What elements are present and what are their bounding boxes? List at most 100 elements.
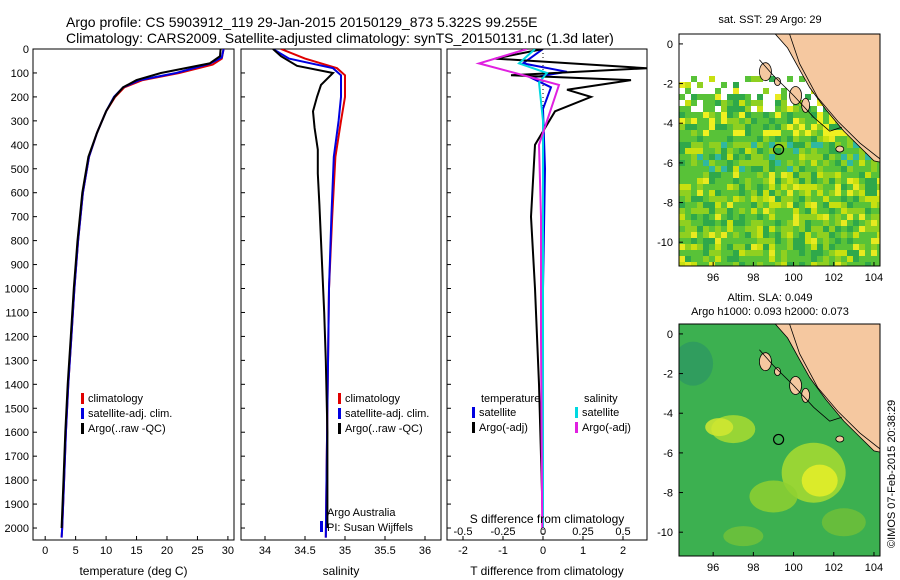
sst-cell bbox=[757, 124, 763, 130]
sst-cell bbox=[703, 160, 709, 166]
temperature-x-tick-label: 10 bbox=[100, 545, 112, 557]
sst-cell bbox=[781, 208, 787, 214]
sst-cell bbox=[679, 118, 685, 124]
sst-cell bbox=[829, 214, 835, 220]
salinity-x-label: salinity bbox=[323, 564, 360, 578]
sst-cell bbox=[721, 160, 727, 166]
sst-cell bbox=[811, 178, 817, 184]
sst-cell bbox=[781, 220, 787, 226]
map-lat-tick-label: 0 bbox=[667, 39, 673, 51]
series-line-temperature-1 bbox=[60, 49, 225, 538]
sst-cell bbox=[865, 238, 871, 244]
sst-cell bbox=[775, 124, 781, 130]
depth-tick-label: 1700 bbox=[5, 451, 29, 463]
sst-cell bbox=[793, 214, 799, 220]
sst-cell bbox=[877, 226, 880, 232]
sst-cell bbox=[799, 178, 805, 184]
sst-cell bbox=[733, 148, 739, 154]
depth-tick-label: 2000 bbox=[5, 523, 29, 535]
sst-cell bbox=[859, 262, 865, 266]
sst-cell bbox=[835, 214, 841, 220]
sst-cell bbox=[781, 94, 787, 100]
sst-cell bbox=[679, 244, 685, 250]
sst-cell bbox=[835, 172, 841, 178]
sst-cell bbox=[745, 106, 751, 112]
series-line-difference-1 bbox=[494, 49, 647, 529]
temperature-x-tick-label: 0 bbox=[42, 545, 48, 557]
sst-cell bbox=[775, 166, 781, 172]
sst-cell bbox=[829, 172, 835, 178]
sst-cell bbox=[775, 196, 781, 202]
sst-cell bbox=[817, 256, 823, 262]
sst-cell bbox=[769, 202, 775, 208]
island bbox=[835, 145, 845, 153]
sst-cell bbox=[805, 118, 811, 124]
sst-cell bbox=[751, 232, 757, 238]
sst-cell bbox=[763, 88, 769, 94]
sst-cell bbox=[679, 148, 685, 154]
sst-cell bbox=[751, 190, 757, 196]
sst-cell bbox=[685, 214, 691, 220]
sst-cell bbox=[853, 190, 859, 196]
sst-cell bbox=[847, 136, 853, 142]
sst-cell bbox=[787, 184, 793, 190]
sst-cell bbox=[739, 154, 745, 160]
sst-cell bbox=[691, 142, 697, 148]
sst-cell bbox=[751, 208, 757, 214]
sst-cell bbox=[715, 160, 721, 166]
sst-cell bbox=[793, 172, 799, 178]
salinity-x-tick-label: 34 bbox=[259, 545, 271, 557]
sst-cell bbox=[757, 250, 763, 256]
sst-cell bbox=[787, 208, 793, 214]
sst-cell bbox=[835, 130, 841, 136]
sst-cell bbox=[751, 124, 757, 130]
sst-cell bbox=[859, 250, 865, 256]
sst-cell bbox=[865, 262, 871, 266]
sst-cell bbox=[721, 226, 727, 232]
map-lon-tick-label: 102 bbox=[825, 562, 843, 574]
sst-cell bbox=[805, 190, 811, 196]
sst-cell bbox=[829, 190, 835, 196]
sst-cell bbox=[751, 172, 757, 178]
sst-cell bbox=[787, 118, 793, 124]
sst-cell bbox=[715, 130, 721, 136]
sst-cell bbox=[823, 172, 829, 178]
sst-cell bbox=[769, 142, 775, 148]
difference-x-tick-label: -1 bbox=[498, 545, 508, 557]
sst-cell bbox=[859, 160, 865, 166]
sst-cell bbox=[793, 130, 799, 136]
sst-cell bbox=[733, 244, 739, 250]
sst-cell bbox=[805, 232, 811, 238]
sst-cell bbox=[751, 76, 757, 82]
sst-cell bbox=[709, 76, 715, 82]
sst-cell bbox=[781, 214, 787, 220]
sst-cell bbox=[823, 250, 829, 256]
sst-cell bbox=[811, 202, 817, 208]
sumatra-landmass bbox=[774, 34, 880, 163]
sst-cell bbox=[781, 154, 787, 160]
argo-float-position-marker bbox=[772, 143, 785, 156]
sst-cell bbox=[805, 220, 811, 226]
sst-cell bbox=[703, 190, 709, 196]
sst-cell bbox=[709, 232, 715, 238]
sst-cell bbox=[787, 202, 793, 208]
sst-cell bbox=[877, 190, 880, 196]
sst-cell bbox=[877, 220, 880, 226]
sst-cell bbox=[691, 100, 697, 106]
sst-cell bbox=[775, 226, 781, 232]
sst-cell bbox=[829, 250, 835, 256]
sst-cell bbox=[745, 124, 751, 130]
sst-cell bbox=[727, 184, 733, 190]
sst-cell bbox=[691, 256, 697, 262]
sst-cell bbox=[757, 142, 763, 148]
sst-cell bbox=[817, 166, 823, 172]
sst-cell bbox=[763, 172, 769, 178]
sst-cell bbox=[787, 226, 793, 232]
sst-cell bbox=[805, 148, 811, 154]
sst-cell bbox=[697, 202, 703, 208]
sst-cell bbox=[817, 202, 823, 208]
sst-cell bbox=[865, 232, 871, 238]
sst-cell bbox=[859, 244, 865, 250]
sst-cell bbox=[697, 238, 703, 244]
sst-cell bbox=[685, 244, 691, 250]
